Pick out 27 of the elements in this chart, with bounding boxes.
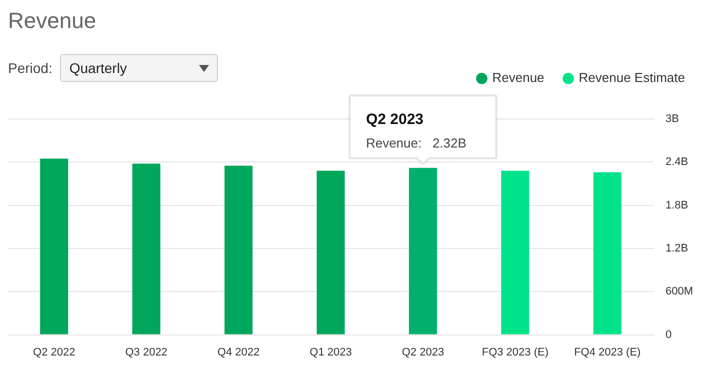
- y-tick-label: 2.4B: [665, 156, 688, 168]
- annotation: Revenue: 2.32B: [366, 135, 466, 150]
- legend-label: Revenue: [492, 70, 544, 86]
- y-tick-label: 3B: [665, 113, 679, 126]
- text: Period:: [8, 60, 52, 76]
- dropdown: Quarterly: [60, 54, 218, 82]
- y-tick-label: 1.8B: [665, 199, 688, 212]
- x-tick-label: Q1 2023: [310, 346, 352, 358]
- chart-title: Revenue: [8, 8, 98, 35]
- bar: [501, 170, 530, 334]
- x-tick-label: Q4 2022: [217, 346, 260, 358]
- bar: [593, 172, 622, 334]
- x-tick-label: Q3 2022: [125, 346, 168, 358]
- bar: [408, 168, 437, 334]
- bar: [316, 170, 345, 334]
- annotation: Q2 2023: [366, 111, 424, 128]
- x-tick-label: FQ4 2023 (E): [574, 346, 641, 358]
- y-tick-label: 600M: [665, 286, 694, 298]
- legend-label: Revenue Estimate: [578, 70, 686, 86]
- x-tick-label: FQ3 2023 (E): [482, 346, 548, 358]
- y-tick-label: 1.2B: [665, 242, 688, 255]
- x-tick-label: Q2 2022: [33, 346, 76, 358]
- y-tick-label: 0: [665, 328, 672, 341]
- bar: [40, 158, 68, 334]
- bar: [132, 164, 160, 334]
- x-tick-label: Q2 2023: [402, 346, 444, 358]
- bar: [224, 166, 253, 334]
